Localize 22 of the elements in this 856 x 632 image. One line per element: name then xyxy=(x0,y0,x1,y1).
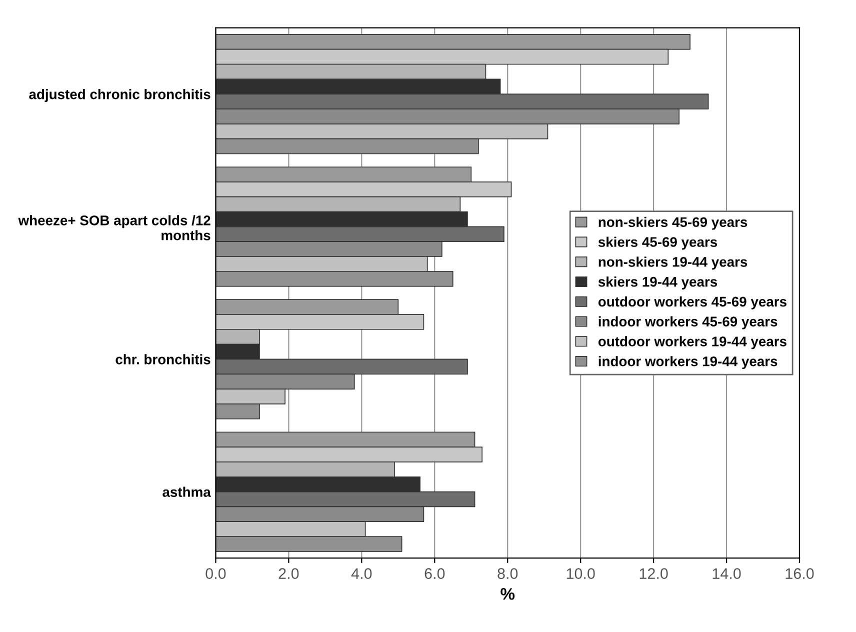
legend-label: skiers 45-69 years xyxy=(598,236,718,250)
x-tick-label: 0.0 xyxy=(206,568,226,579)
x-tick-label: 2.0 xyxy=(278,568,299,579)
y-tick-label: asthma xyxy=(162,486,211,497)
legend-label: outdoor workers 45-69 years xyxy=(598,296,786,310)
y-tick-label: chr. bronchitis xyxy=(116,354,210,364)
x-tick-label: 6.0 xyxy=(424,568,445,579)
legend-label: non-skiers 45-69 years xyxy=(598,216,748,230)
x-axis-title: % xyxy=(500,588,515,600)
x-tick-label: 10.0 xyxy=(566,568,595,579)
y-tick-label: adjusted chronic bronchitis xyxy=(29,89,210,102)
legend-label: indoor workers 45-69 years xyxy=(598,316,778,330)
legend-label: outdoor workers 19-44 years xyxy=(598,336,786,350)
x-tick-label: 8.0 xyxy=(498,568,518,579)
legend-label: indoor workers 19-44 years xyxy=(598,356,778,370)
x-tick-label: 4.0 xyxy=(351,568,372,579)
x-tick-label: 16.0 xyxy=(786,568,814,579)
legend-label: non-skiers 19-44 years xyxy=(598,256,748,270)
y-tick-label: wheeze+ SOB apart colds /12 months xyxy=(18,215,210,240)
legend-label: skiers 19-44 years xyxy=(598,276,718,290)
x-tick-label: 14.0 xyxy=(712,568,741,579)
x-tick-label: 12.0 xyxy=(640,568,668,579)
